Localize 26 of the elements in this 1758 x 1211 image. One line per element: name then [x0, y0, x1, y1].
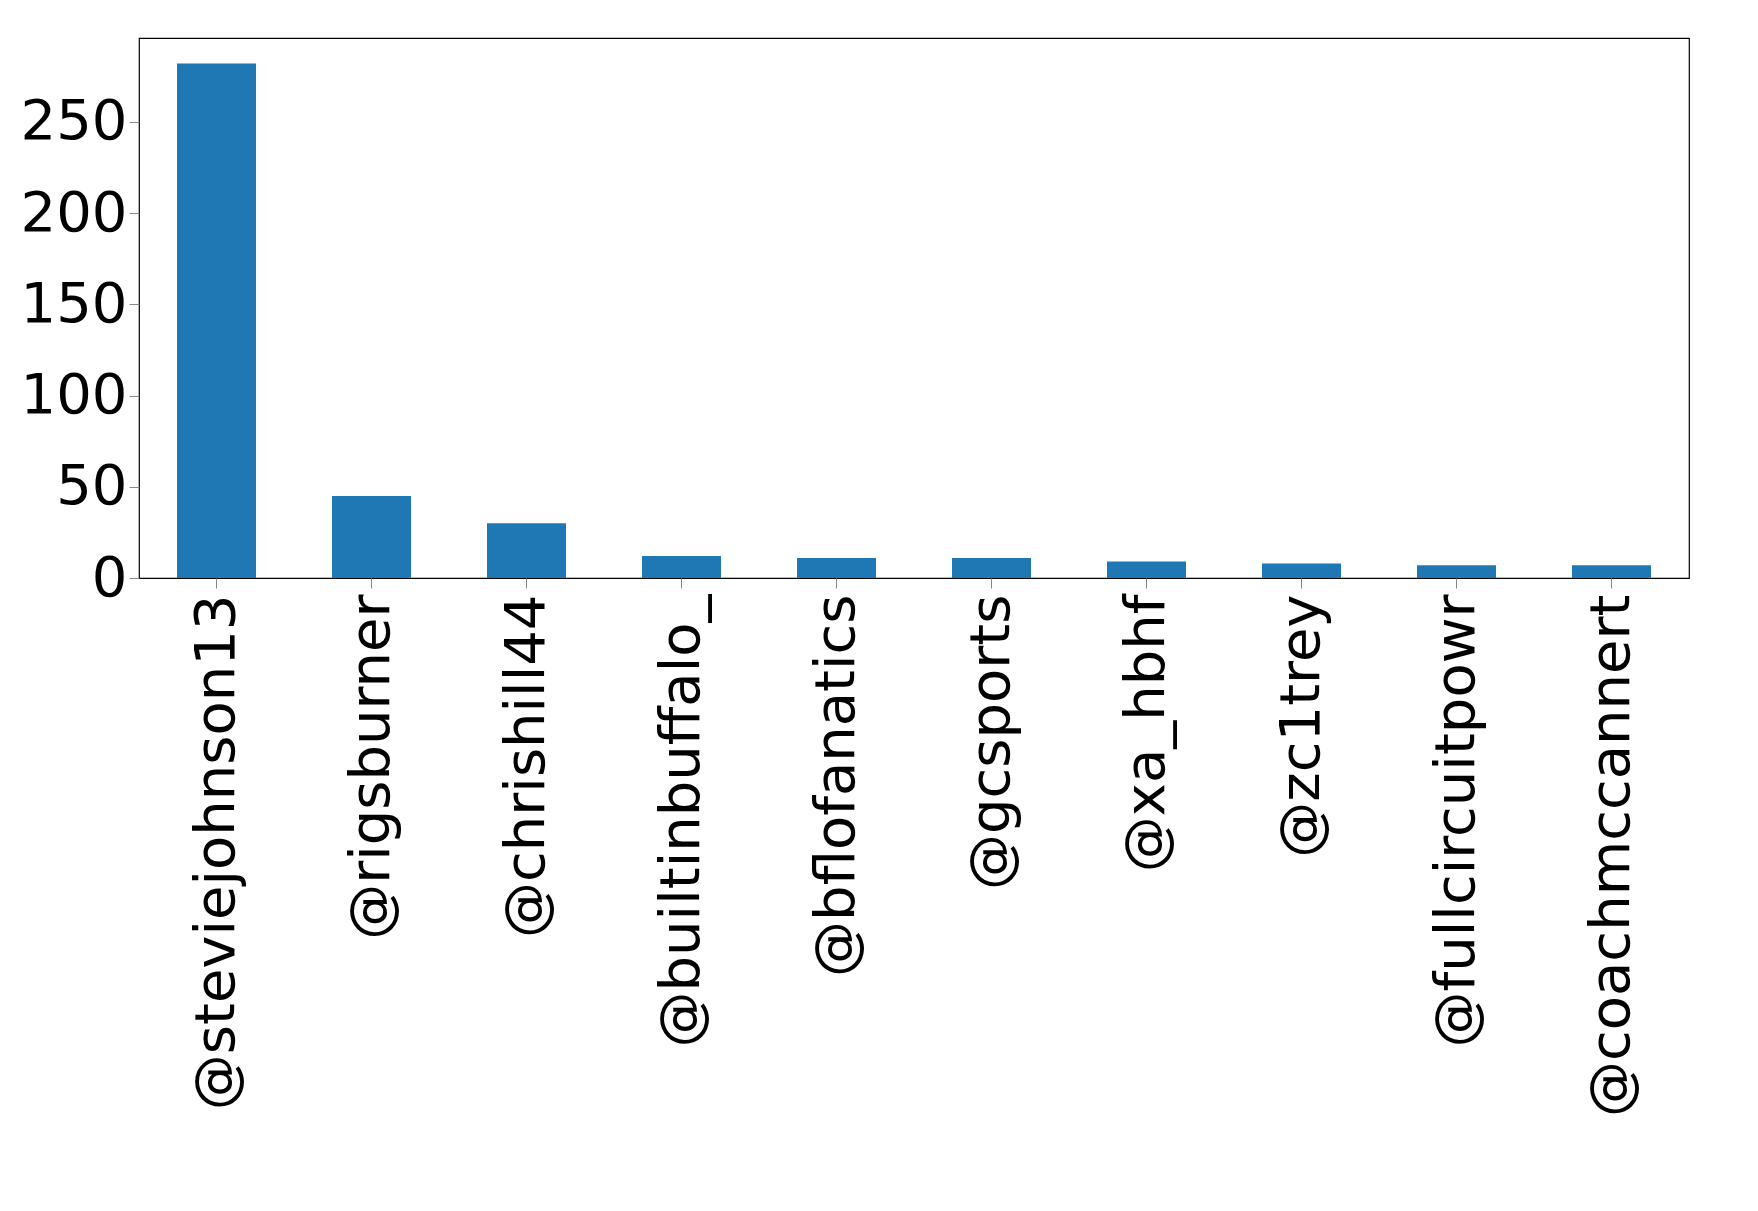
- y-tick-label: 0: [91, 543, 128, 609]
- bar: [1417, 565, 1496, 578]
- x-tick-label: @gcsports: [956, 594, 1022, 890]
- bar: [797, 557, 876, 578]
- y-tick-label: 100: [20, 361, 128, 427]
- bar: [1262, 563, 1341, 578]
- x-tick-label: @steviejohnson13: [181, 594, 247, 1111]
- bar: [1572, 565, 1651, 578]
- x-tick-label: @fullcircuitpowr: [1421, 593, 1487, 1048]
- x-tick-label: @zc1trey: [1266, 594, 1332, 858]
- x-tick-label: @rigsburner: [336, 593, 402, 940]
- y-tick-label: 50: [56, 452, 128, 518]
- x-tick-label: @chrishill44: [491, 594, 557, 938]
- x-tick-label: @xa_hbhf: [1111, 593, 1177, 873]
- bar: [642, 556, 721, 578]
- bar: [332, 495, 411, 578]
- y-tick-label: 150: [20, 269, 128, 335]
- y-tick-label: 250: [20, 87, 128, 153]
- x-tick-label: @builtinbuffalo_: [646, 593, 712, 1048]
- x-tick-label: @coachmccannert: [1576, 594, 1642, 1118]
- bar: [177, 63, 256, 578]
- bar: [952, 557, 1031, 578]
- y-tick-label: 200: [20, 178, 128, 244]
- x-tick-label: @bflofanatics: [801, 594, 867, 977]
- bar: [487, 523, 566, 578]
- bar: [1107, 561, 1186, 578]
